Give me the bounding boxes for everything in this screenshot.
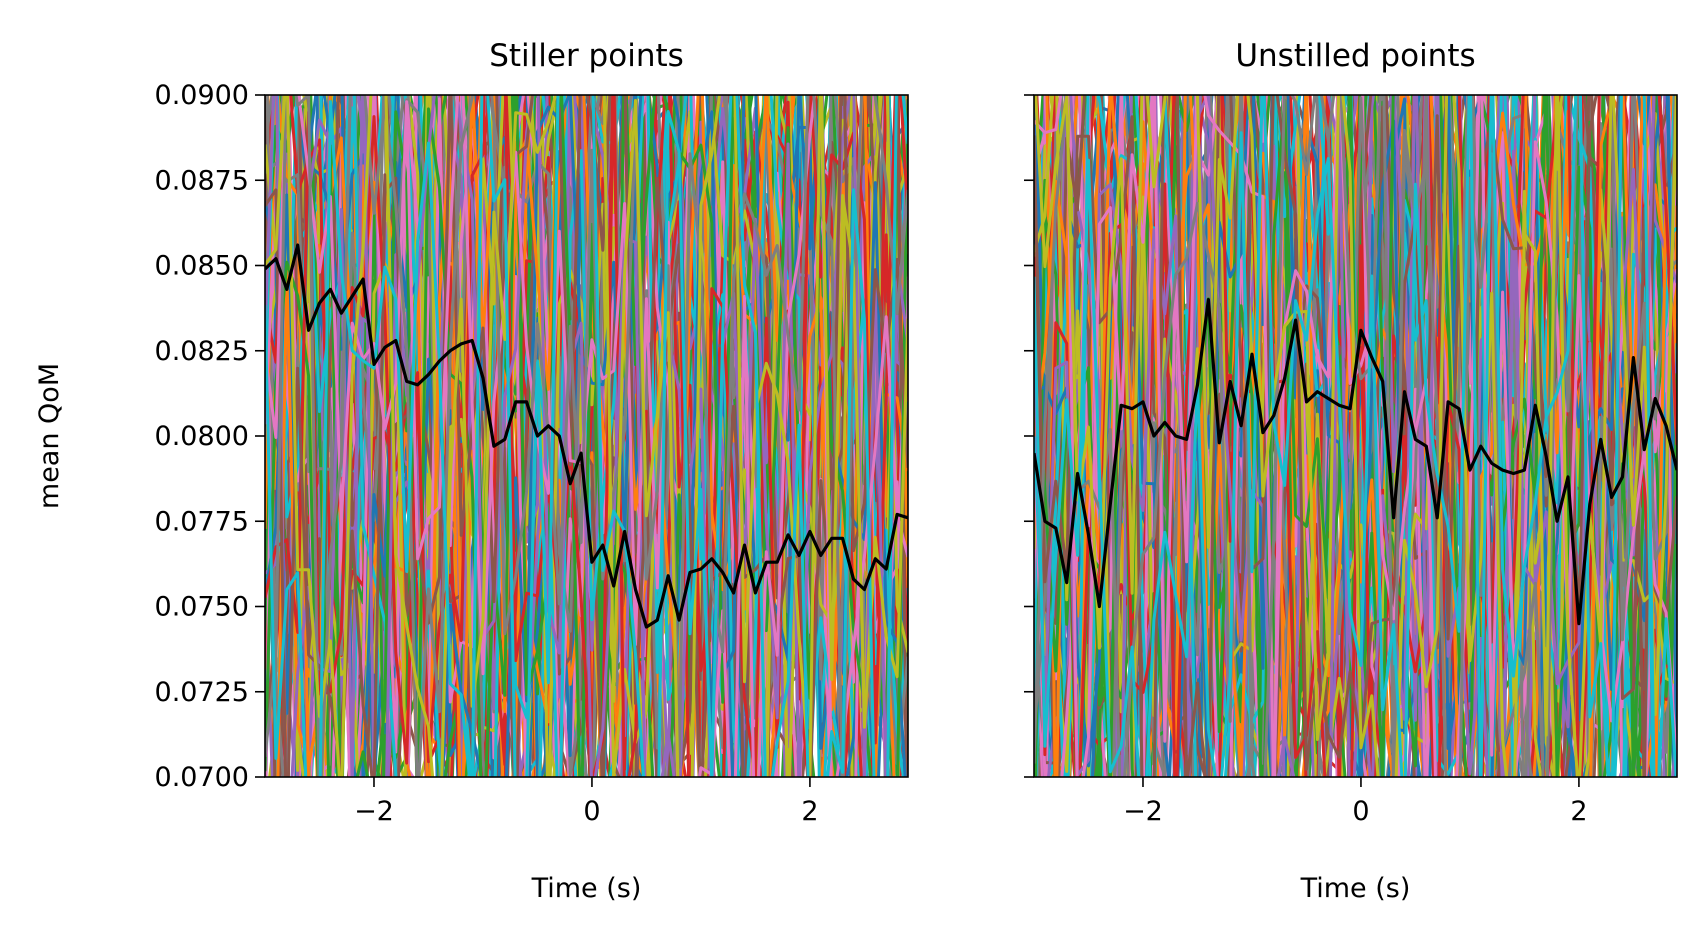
y-tick-label: 0.0725 bbox=[155, 677, 249, 708]
background-trace bbox=[1034, 95, 1677, 777]
mean-line bbox=[265, 243, 908, 629]
y-tick-label: 0.0775 bbox=[155, 506, 249, 537]
chart-stiller-points: −2 0 2 0.0700 0.0725 0.0750 0.0775 0.0800 0.082… bbox=[34, 38, 909, 904]
background-traces bbox=[265, 95, 908, 777]
mean-line-group bbox=[265, 243, 908, 629]
y-axis-ticks: 0.0700 0.0725 0.0750 0.0775 0.0800 0.0825 0.08… bbox=[155, 80, 265, 793]
background-trace bbox=[265, 95, 908, 777]
x-tick-label: −2 bbox=[1123, 796, 1163, 827]
y-tick-label: 0.0800 bbox=[155, 421, 249, 452]
mean-line bbox=[1034, 298, 1677, 626]
background-trace bbox=[1034, 95, 1677, 777]
background-trace bbox=[1034, 95, 1677, 777]
x-axis-ticks: −2 0 2 bbox=[1123, 777, 1588, 827]
y-axis-label: mean QoM bbox=[34, 363, 65, 509]
x-axis-label: Time (s) bbox=[1300, 873, 1411, 904]
y-tick-label: 0.0875 bbox=[155, 165, 249, 196]
chart-title: Unstilled points bbox=[1235, 38, 1475, 74]
chart-title: Stiller points bbox=[489, 38, 684, 74]
x-tick-label: 2 bbox=[801, 796, 818, 827]
x-tick-label: 0 bbox=[583, 796, 600, 827]
chart-unstilled-points: −2 0 2 Unstilled points Time (s) bbox=[1024, 38, 1678, 904]
background-trace bbox=[265, 95, 908, 777]
y-tick-label: 0.0850 bbox=[155, 251, 249, 282]
mean-line-group bbox=[1034, 298, 1677, 626]
y-tick-label: 0.0700 bbox=[155, 762, 249, 793]
x-axis-ticks: −2 0 2 bbox=[354, 777, 819, 827]
y-tick-label: 0.0825 bbox=[155, 336, 249, 367]
y-axis-ticks bbox=[1024, 94, 1034, 778]
background-trace bbox=[265, 95, 908, 777]
background-trace bbox=[1034, 95, 1677, 777]
y-tick-label: 0.0750 bbox=[155, 592, 249, 623]
background-trace bbox=[1034, 95, 1677, 777]
x-axis-label: Time (s) bbox=[531, 873, 642, 904]
x-tick-label: 2 bbox=[1570, 796, 1587, 827]
x-tick-label: 0 bbox=[1352, 796, 1369, 827]
background-trace bbox=[265, 95, 908, 777]
y-tick-label: 0.0900 bbox=[155, 80, 249, 111]
background-trace bbox=[265, 95, 908, 777]
x-tick-label: −2 bbox=[354, 796, 394, 827]
